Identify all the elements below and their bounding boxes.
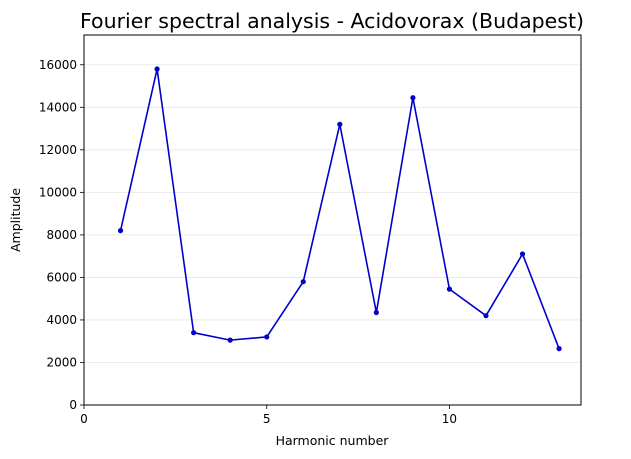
y-tick-label: 0 <box>69 398 77 412</box>
chart-title: Fourier spectral analysis - Acidovorax (… <box>80 9 584 33</box>
data-point <box>300 279 306 285</box>
y-tick-label: 4000 <box>46 313 77 327</box>
plot-frame <box>83 34 582 406</box>
data-point <box>227 337 233 343</box>
x-tick-label: 0 <box>80 412 88 426</box>
data-point <box>483 313 489 319</box>
y-tick-label: 2000 <box>46 355 77 369</box>
x-tick-label: 10 <box>442 412 457 426</box>
x-tick-label: 5 <box>263 412 271 426</box>
y-tick-label: 16000 <box>39 58 77 72</box>
y-tick-label: 8000 <box>46 228 77 242</box>
y-tick-label: 12000 <box>39 143 77 157</box>
data-point <box>117 228 124 234</box>
data-point <box>337 121 343 127</box>
series-group <box>117 66 562 352</box>
series-line <box>119 68 560 349</box>
x-axis-ticks: 0 5 10 <box>80 405 457 426</box>
y-axis-ticks: 0 2000 4000 6000 8000 10000 12000 14000 16000 <box>39 58 84 412</box>
data-point <box>373 309 379 316</box>
data-point <box>446 286 453 292</box>
y-tick-label: 6000 <box>46 270 77 284</box>
data-point <box>154 66 160 72</box>
x-axis-label: Harmonic number <box>276 433 390 448</box>
y-axis-label: Amplitude <box>8 188 23 252</box>
y-tick-label: 10000 <box>39 185 77 199</box>
data-point <box>191 330 197 336</box>
data-point <box>556 346 562 352</box>
data-point <box>264 334 270 340</box>
data-point <box>519 251 526 257</box>
data-point <box>410 95 416 101</box>
y-tick-label: 14000 <box>39 100 77 114</box>
grid <box>84 64 581 406</box>
